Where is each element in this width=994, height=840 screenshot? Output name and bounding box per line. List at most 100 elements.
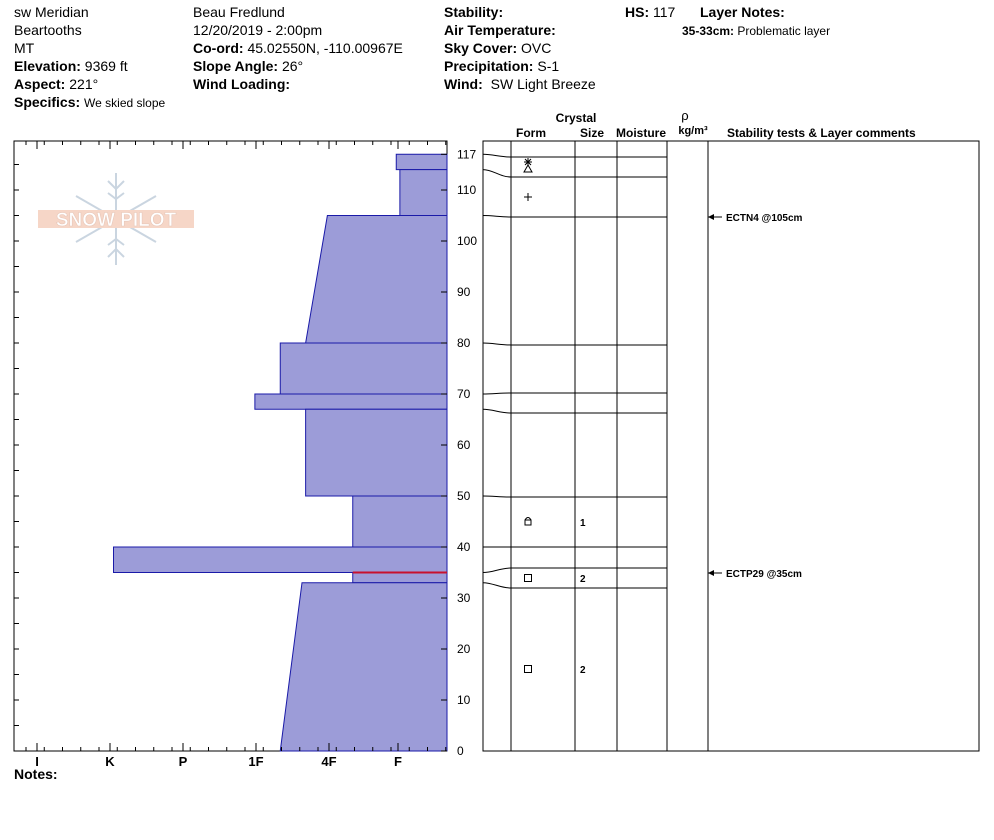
hs-label: HS: bbox=[625, 4, 650, 20]
row-connector-33 bbox=[482, 582, 512, 589]
specifics: Specifics: We skied slope bbox=[14, 93, 165, 112]
depth-label-80: 80 bbox=[457, 336, 471, 350]
logo-text: SNOW PILOT bbox=[56, 210, 177, 231]
wind-loading-label: Wind Loading: bbox=[193, 76, 291, 92]
hardness-label-P: P bbox=[179, 754, 188, 769]
header-rho: ρ bbox=[681, 108, 688, 123]
snow-height: HS: 117 bbox=[625, 3, 675, 21]
layer-note-text: Problematic layer bbox=[737, 24, 831, 38]
layer-note-range: 35-33cm: bbox=[682, 24, 735, 38]
header-size: Size bbox=[580, 126, 604, 140]
air-temp-label: Air Temperature: bbox=[444, 22, 556, 38]
slope-value: 26° bbox=[281, 58, 304, 74]
stability-test-label-1: ECTP29 @35cm bbox=[726, 569, 802, 580]
hardness-label-1F: 1F bbox=[248, 754, 263, 769]
depth-label-20: 20 bbox=[457, 642, 471, 656]
location-name: sw Meridian bbox=[14, 4, 89, 20]
hardness-layers bbox=[113, 153, 448, 752]
notes: Notes: bbox=[14, 765, 58, 783]
observation-datetime: 12/20/2019 - 2:00pm bbox=[193, 22, 323, 38]
stability-label: Stability: bbox=[444, 4, 504, 20]
slope-angle: Slope Angle: 26° bbox=[193, 57, 303, 75]
depth-label-90: 90 bbox=[457, 285, 471, 299]
depth-label-70: 70 bbox=[457, 387, 471, 401]
layer-notes-heading: Layer Notes: bbox=[700, 3, 785, 21]
wind-loading: Wind Loading: bbox=[193, 75, 290, 93]
stability: Stability: bbox=[444, 3, 503, 21]
sky-cover: Sky Cover: OVC bbox=[444, 39, 551, 57]
slope-label: Slope Angle: bbox=[193, 58, 279, 74]
hardness-layer-8 bbox=[352, 572, 448, 584]
hardness-layer-7 bbox=[113, 546, 448, 573]
hardness-layer-4 bbox=[254, 393, 448, 410]
hardness-layer-6 bbox=[352, 495, 448, 548]
star-icon bbox=[524, 158, 532, 166]
aspect: Aspect: 221° bbox=[14, 75, 98, 93]
observer-name: Beau Fredlund bbox=[193, 4, 285, 20]
square-icon bbox=[524, 665, 532, 673]
grain-size-3: 2 bbox=[580, 574, 586, 585]
air-temperature: Air Temperature: bbox=[444, 21, 556, 39]
row-connector-114 bbox=[482, 169, 512, 178]
stability-tests: ECTN4 @105cm ECTP29 @35cm bbox=[708, 213, 803, 580]
header-stability-comments: Stability tests & Layer comments bbox=[727, 126, 916, 140]
depth-label-110: 110 bbox=[457, 183, 476, 197]
elevation-value: 9369 ft bbox=[84, 58, 128, 74]
wind: Wind: SW Light Breeze bbox=[444, 75, 596, 93]
logo-banner bbox=[38, 210, 194, 228]
row-connector-105 bbox=[482, 215, 512, 218]
arrow-left-icon bbox=[708, 214, 714, 220]
header-moisture: Moisture bbox=[616, 126, 666, 140]
row-connector-50 bbox=[482, 495, 512, 498]
row-connector-117 bbox=[482, 153, 512, 158]
depth-label-50: 50 bbox=[457, 489, 471, 503]
sky-value: OVC bbox=[521, 40, 552, 56]
specifics-value: We skied slope bbox=[84, 96, 166, 110]
elevation-label: Elevation: bbox=[14, 58, 81, 74]
grain-star-triangle-icon bbox=[523, 158, 533, 173]
depth-label-40: 40 bbox=[457, 540, 471, 554]
hardness-layer-0 bbox=[395, 153, 448, 171]
header-form: Form bbox=[516, 126, 546, 140]
row-connector-70 bbox=[482, 392, 512, 395]
square-icon bbox=[524, 574, 532, 582]
depth-label-0: 0 bbox=[457, 744, 464, 758]
hardness-label-4F: 4F bbox=[321, 754, 336, 769]
wind-value: SW Light Breeze bbox=[490, 76, 596, 92]
snowpilot-logo: SNOW PILOT bbox=[38, 173, 194, 265]
depth-label-117: 117 bbox=[457, 147, 476, 161]
aspect-value: 221° bbox=[69, 76, 99, 92]
grain-table-rows bbox=[482, 153, 667, 589]
specifics-label: Specifics: bbox=[14, 94, 81, 110]
hardness-layer-3 bbox=[279, 342, 448, 395]
triangle-icon bbox=[523, 163, 533, 173]
coord-label: Co-ord: bbox=[193, 40, 244, 56]
grain-size-4: 2 bbox=[580, 665, 586, 676]
stability-test-label-0: ECTN4 @105cm bbox=[726, 213, 803, 224]
arc-icon bbox=[524, 517, 532, 521]
hardness-label-F: F bbox=[394, 754, 402, 769]
mountain-range: Beartooths bbox=[14, 22, 82, 38]
hardness-layer-9 bbox=[279, 582, 448, 752]
hardness-axis: I K P 1F 4F F bbox=[14, 141, 447, 769]
wind-label: Wind: bbox=[444, 76, 483, 92]
grain-square-icon bbox=[524, 665, 532, 673]
notes-label: Notes: bbox=[14, 766, 58, 782]
grain-square-icon bbox=[524, 574, 532, 582]
state: MT bbox=[14, 40, 35, 56]
header-crystal: Crystal bbox=[556, 111, 597, 125]
grain-square-arc-icon bbox=[524, 517, 532, 526]
coordinates: Co-ord: 45.02550N, -110.00967E bbox=[193, 39, 403, 57]
precipitation: Precipitation: S-1 bbox=[444, 57, 559, 75]
depth-label-60: 60 bbox=[457, 438, 471, 452]
hs-value: 117 bbox=[653, 4, 676, 20]
row-connector-35 bbox=[482, 567, 512, 573]
depth-label-30: 30 bbox=[457, 591, 471, 605]
grain-table-columns bbox=[510, 141, 709, 751]
hardness-label-K: K bbox=[105, 754, 115, 769]
grain-table-frame bbox=[482, 140, 980, 752]
grain-size-2: 1 bbox=[580, 518, 586, 529]
square-icon bbox=[524, 519, 532, 526]
grain-plus-icon bbox=[524, 193, 532, 201]
hardness-layer-2 bbox=[305, 215, 448, 344]
